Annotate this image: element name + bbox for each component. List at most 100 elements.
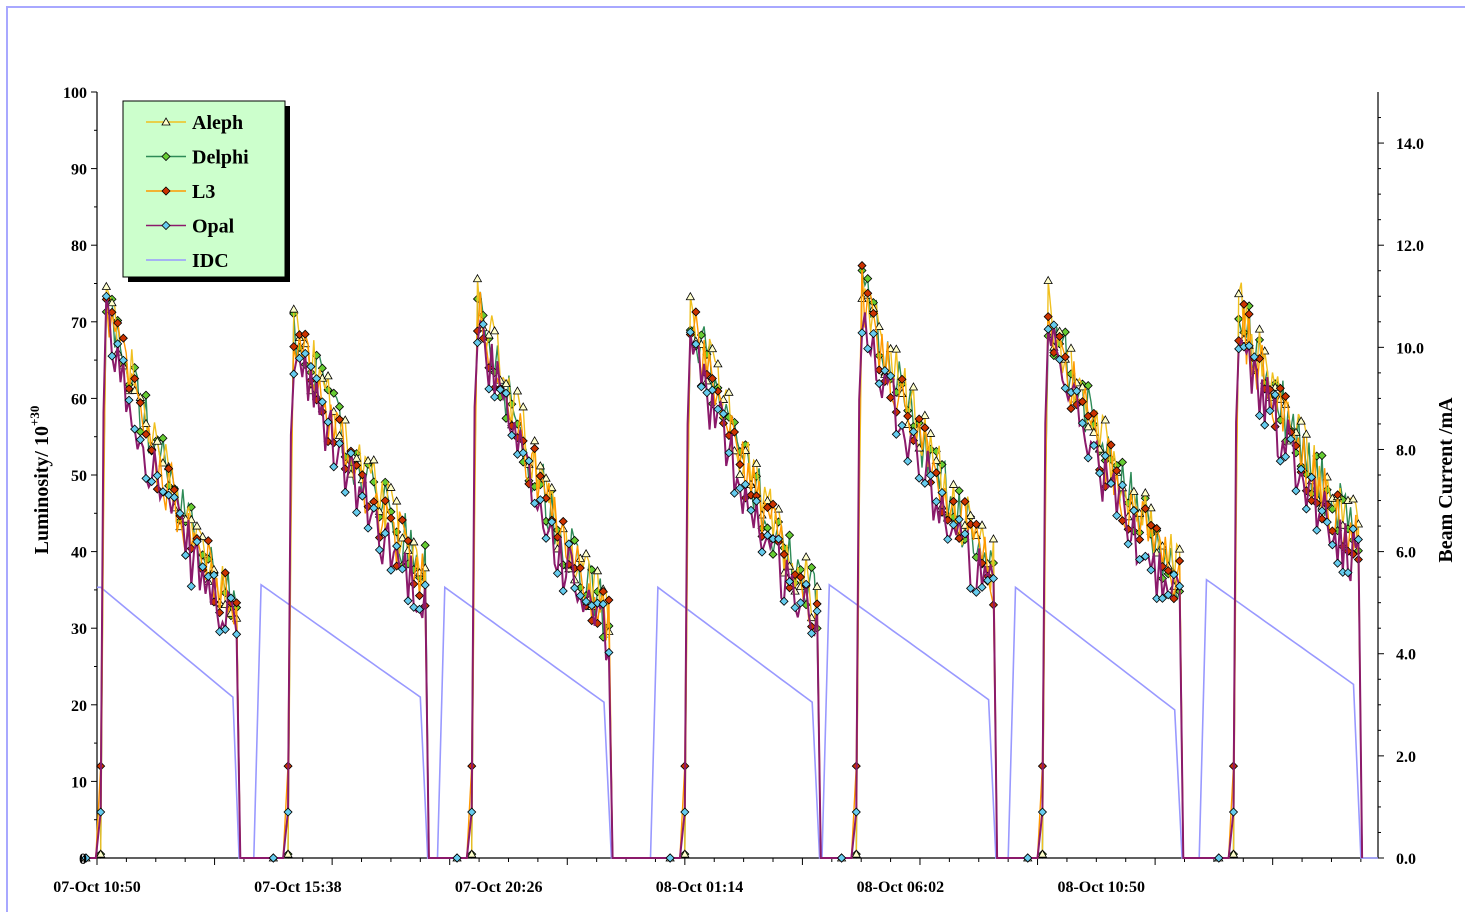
data-point — [317, 363, 327, 373]
data-point — [920, 423, 930, 433]
y2-tick-label: 6.0 — [1396, 545, 1416, 562]
y-tick-label: 0 — [79, 851, 87, 868]
data-point — [931, 497, 941, 507]
data-point — [329, 462, 339, 472]
legend-marker — [161, 186, 171, 196]
data-point — [397, 515, 407, 525]
x-tick-label: 07-Oct 15:38 — [254, 879, 342, 896]
data-point — [948, 479, 959, 488]
data-point — [598, 586, 608, 597]
x-tick-label: 07-Oct 20:26 — [455, 879, 543, 896]
data-point — [452, 853, 462, 863]
y2-tick-label: 10.0 — [1396, 340, 1424, 357]
data-point — [897, 374, 907, 384]
data-point — [340, 487, 350, 497]
data-point — [1100, 415, 1110, 424]
data-point — [95, 849, 106, 858]
data-point — [914, 414, 924, 424]
data-point — [380, 477, 390, 487]
data-point — [740, 479, 751, 489]
data-point — [1129, 486, 1139, 495]
data-point — [1135, 554, 1145, 564]
data-point — [158, 433, 168, 443]
data-point — [954, 486, 964, 496]
data-point — [164, 464, 174, 474]
data-point — [1077, 382, 1088, 391]
data-point — [762, 530, 773, 540]
data-point — [713, 404, 723, 414]
data-point — [1049, 320, 1059, 330]
y-tick-label: 100 — [63, 85, 87, 102]
data-point — [837, 853, 847, 863]
data-point — [1234, 288, 1244, 298]
data-point — [779, 596, 789, 606]
data-point — [1037, 849, 1048, 858]
legend-item-opal: Opal — [146, 216, 235, 238]
data-point — [746, 490, 756, 500]
data-point — [751, 496, 762, 506]
data-point — [130, 363, 140, 373]
data-point — [472, 338, 483, 348]
data-point — [575, 591, 585, 601]
data-point — [773, 534, 784, 544]
data-point — [925, 428, 936, 437]
data-point — [1112, 511, 1122, 521]
y2-tick-label: 0.0 — [1396, 851, 1416, 868]
data-point — [886, 393, 896, 403]
data-point — [1249, 352, 1259, 362]
data-point — [1286, 434, 1296, 444]
legend-box — [122, 100, 286, 278]
data-point — [334, 402, 345, 412]
data-point — [1348, 494, 1358, 503]
data-point — [357, 491, 367, 501]
data-point — [124, 384, 134, 394]
data-point — [1270, 422, 1280, 432]
y-tick-label: 80 — [71, 238, 87, 255]
idc-line — [97, 578, 1378, 859]
data-point — [541, 533, 551, 543]
data-point — [796, 572, 806, 582]
data-point — [948, 520, 959, 530]
data-point — [1146, 565, 1156, 575]
data-point — [232, 629, 242, 639]
data-point — [724, 448, 734, 458]
data-point — [1343, 568, 1353, 578]
data-point — [220, 568, 230, 578]
data-point — [691, 307, 701, 317]
data-point — [604, 595, 614, 605]
data-point — [1280, 391, 1291, 401]
y-axis-title: Luminosity/ 10+30 — [27, 406, 53, 555]
data-point — [1254, 410, 1265, 421]
data-point — [467, 807, 477, 817]
data-point — [135, 398, 145, 408]
data-point — [323, 371, 333, 380]
chart-axes — [91, 91, 1384, 865]
idc-series — [97, 578, 1378, 859]
data-point — [914, 473, 924, 483]
series-opal — [81, 291, 1364, 863]
data-point — [489, 326, 500, 335]
data-point — [1280, 452, 1291, 462]
data-point — [977, 582, 987, 592]
data-point — [403, 545, 413, 554]
data-point — [1244, 341, 1254, 351]
data-point — [113, 318, 123, 328]
data-point — [1353, 534, 1363, 545]
data-point — [762, 523, 773, 533]
legend-label: L3 — [192, 181, 215, 203]
data-point — [386, 565, 396, 575]
data-point — [352, 507, 362, 517]
data-point — [186, 502, 196, 512]
data-point — [757, 510, 767, 519]
data-point — [891, 429, 901, 439]
data-point — [283, 849, 293, 858]
data-point — [118, 333, 128, 343]
data-point — [908, 427, 919, 437]
data-point — [680, 849, 690, 858]
data-point — [169, 492, 179, 502]
data-point — [101, 291, 111, 301]
tick-labels: 0 10 20 30 40 50 60 70 80 90 100 0.0 2.0 4.0 6.0 8.0 10.… — [53, 85, 1424, 896]
data-point — [198, 562, 208, 572]
x-tick-label: 08-Oct 10:50 — [1057, 879, 1145, 896]
data-point — [81, 853, 91, 863]
